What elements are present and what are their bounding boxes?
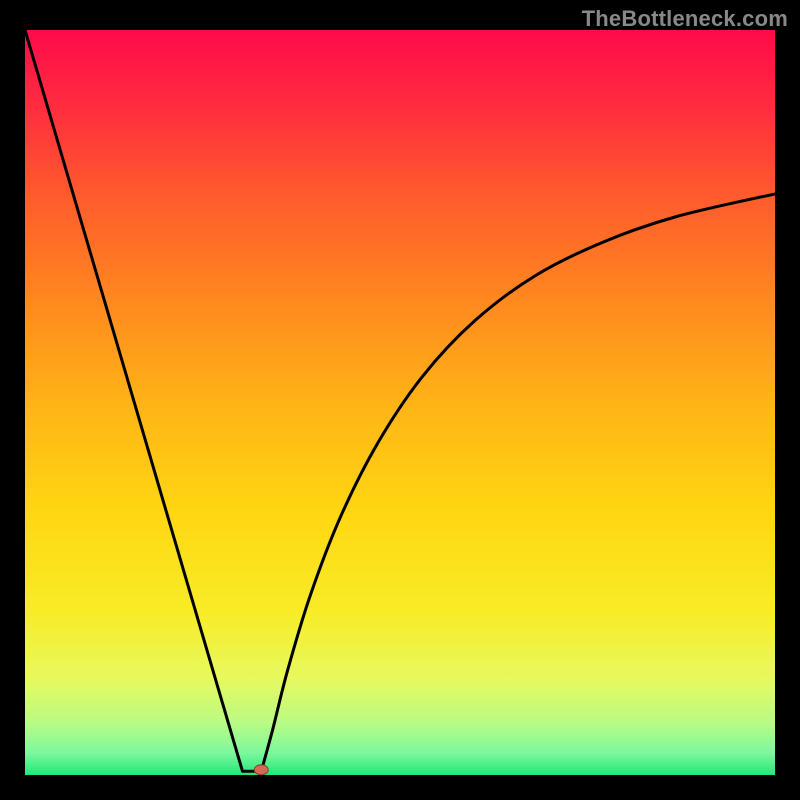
plot-area (25, 30, 775, 775)
outer-frame: TheBottleneck.com (0, 0, 800, 800)
chart-background (25, 30, 775, 775)
curve-minimum-marker (254, 765, 268, 775)
watermark-text: TheBottleneck.com (582, 6, 788, 32)
chart-svg (25, 30, 775, 775)
